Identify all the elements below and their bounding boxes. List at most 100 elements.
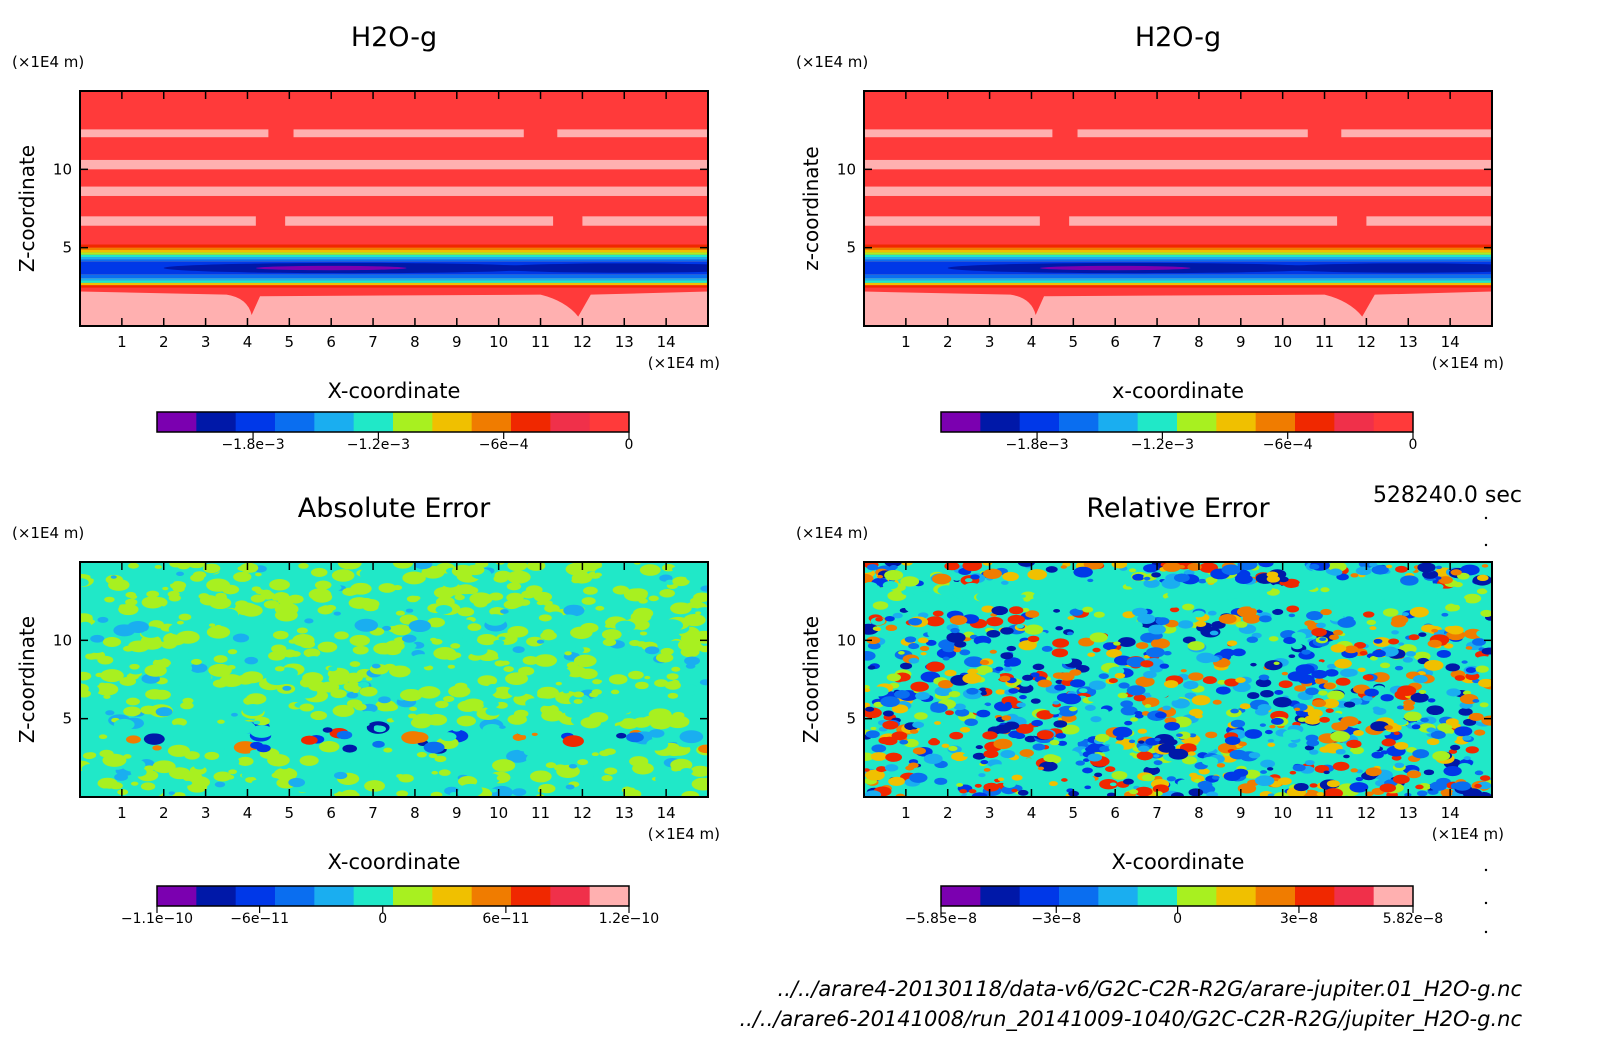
noise-cell — [1423, 659, 1444, 671]
noise-cell — [1311, 669, 1328, 679]
colorbar-tick-label: 0 — [1409, 437, 1418, 453]
noise-cell — [501, 660, 510, 666]
noise-cell — [864, 573, 874, 584]
noise-cell — [864, 752, 874, 762]
core-min — [255, 265, 407, 271]
noise-cell — [1341, 772, 1355, 779]
noise-cell — [534, 654, 558, 667]
noise-cell — [1114, 672, 1126, 679]
noise-cell — [945, 710, 954, 716]
noise-cell — [884, 615, 895, 622]
noise-cell — [948, 745, 958, 752]
layer-12 — [80, 285, 708, 288]
noise-cell — [525, 782, 535, 788]
noise-cell — [963, 753, 970, 757]
layer-8 — [864, 274, 1492, 279]
noise-cell — [573, 654, 597, 668]
x-tick-label: 9 — [452, 804, 462, 822]
noise-cell — [1069, 608, 1084, 616]
noise-cell — [209, 596, 232, 610]
noise-cell — [357, 710, 378, 722]
noise-cell — [891, 704, 909, 714]
noise-cell — [193, 763, 205, 770]
noise-cell — [911, 588, 923, 595]
noise-cell — [1055, 626, 1064, 631]
noise-cell — [117, 789, 129, 796]
noise-cell — [944, 562, 960, 571]
noise-cell — [1048, 601, 1055, 606]
noise-cell — [440, 732, 457, 742]
noise-cell — [1264, 729, 1273, 735]
colorbar-segment — [235, 412, 276, 432]
noise-cell — [555, 681, 562, 686]
noise-cell — [1360, 597, 1368, 602]
colorbar-segment — [1059, 412, 1099, 432]
noise-cell — [219, 674, 244, 688]
noise-cell — [554, 764, 567, 772]
noise-cell — [1394, 741, 1409, 750]
noise-cell — [250, 741, 264, 749]
noise-cell — [953, 576, 961, 581]
noise-cell — [867, 665, 876, 670]
noise-cell — [1255, 678, 1272, 688]
noise-cell — [1078, 637, 1095, 647]
noise-cell — [1436, 650, 1451, 658]
noise-cell — [1004, 657, 1022, 667]
y-unit-label: (×1E4 m) — [12, 524, 84, 542]
noise-cell — [1176, 733, 1183, 738]
noise-cell — [1325, 708, 1334, 713]
noise-cell — [952, 590, 966, 598]
noise-cell — [1017, 562, 1036, 567]
x-axis-label: x-coordinate — [1112, 379, 1244, 403]
noise-cell — [1118, 682, 1130, 689]
noise-cell — [948, 588, 957, 593]
noise-cell — [605, 712, 625, 723]
noise-cell — [1084, 704, 1096, 711]
noise-cell — [208, 663, 232, 677]
noise-cell — [1060, 750, 1080, 761]
noise-cell — [457, 607, 475, 617]
noise-cell — [1161, 578, 1181, 589]
noise-cell — [573, 691, 585, 698]
noise-cell — [476, 634, 498, 646]
noise-cell — [1143, 563, 1159, 573]
noise-cell — [975, 745, 983, 750]
noise-cell — [864, 769, 885, 781]
noise-cell — [1431, 628, 1439, 633]
noise-cell — [465, 564, 485, 576]
noise-cell — [244, 656, 259, 665]
noise-cell — [394, 605, 409, 613]
noise-cell — [1391, 615, 1409, 625]
y-tick-label: 5 — [846, 710, 856, 728]
noise-cell — [1045, 566, 1058, 573]
noise-cell — [1206, 791, 1219, 797]
noise-cell — [962, 593, 974, 600]
noise-cell — [162, 586, 169, 591]
noise-cell — [178, 613, 192, 621]
noise-cell — [1259, 723, 1266, 727]
noise-cell — [1168, 694, 1180, 701]
noise-cell — [1244, 596, 1255, 603]
noise-cell — [1001, 785, 1017, 795]
noise-cell — [296, 627, 308, 634]
noise-cell — [190, 574, 205, 582]
layer-10 — [80, 280, 708, 283]
noise-cell — [1184, 692, 1197, 699]
noise-cell — [505, 672, 529, 685]
layer-5 — [80, 257, 708, 260]
noise-cell — [1053, 608, 1061, 613]
noise-cell — [1146, 587, 1166, 598]
noise-cell — [168, 767, 191, 780]
noise-cell — [102, 753, 127, 767]
noise-cell — [1197, 780, 1213, 790]
noise-cell — [1048, 781, 1058, 787]
x-tick-label: 1 — [901, 804, 911, 822]
x-tick-label: 8 — [1194, 804, 1204, 822]
noise-cell — [632, 717, 652, 728]
noise-cell — [236, 756, 254, 766]
noise-cell — [1179, 587, 1195, 596]
noise-cell — [910, 681, 929, 692]
noise-cell — [81, 764, 100, 774]
noise-cell — [127, 621, 149, 633]
